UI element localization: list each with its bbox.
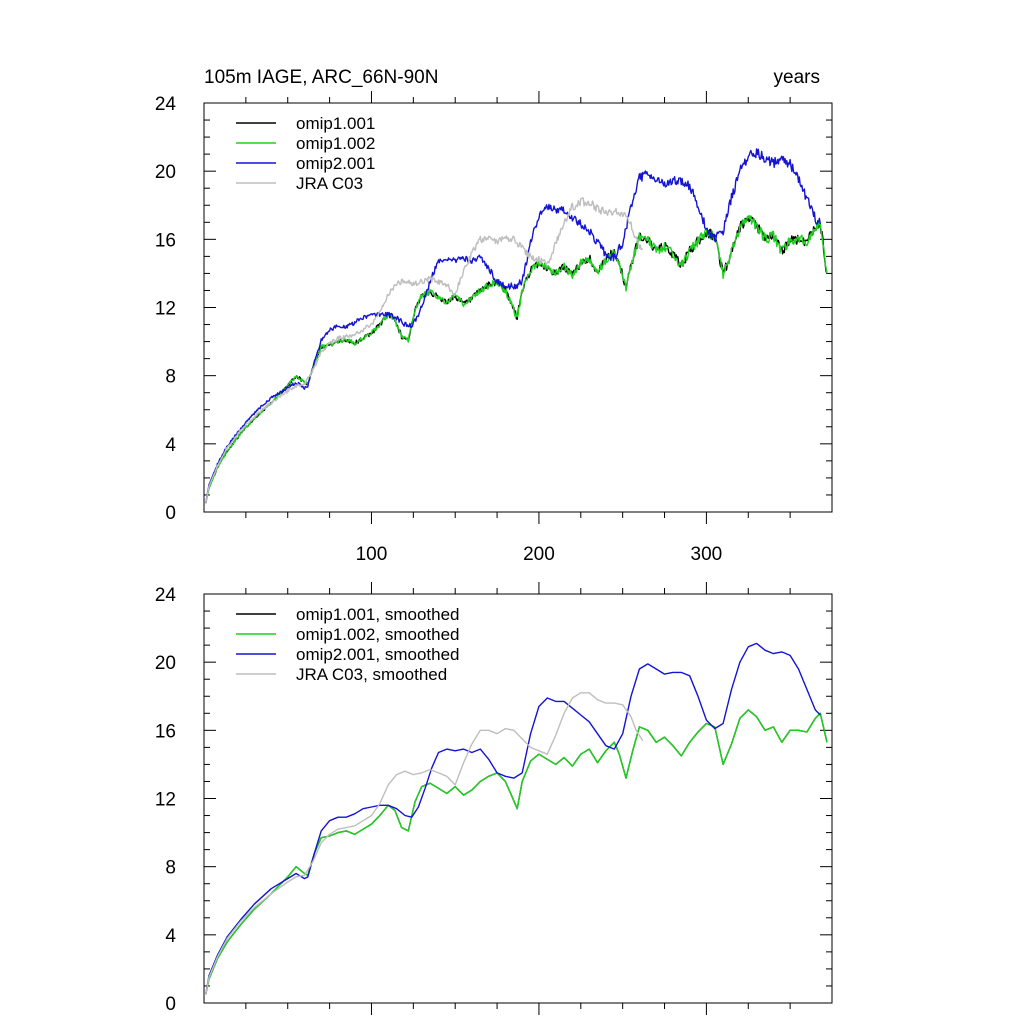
y-tick-label: 4 [165,926,176,947]
y-tick-label: 16 [155,230,176,251]
y-tick-label: 24 [155,94,177,115]
legend-label: JRA C03 [296,174,363,193]
y-tick-label: 12 [155,299,176,320]
x-tick-label: 100 [356,544,388,565]
legend-label: JRA C03, smoothed [296,665,447,684]
legend-label: omip1.001 [296,114,375,133]
chart-panel-2: 0 4 8 12 16 20 24 omip1.001, smoothedomip1.002,… [155,582,833,1015]
series-line-omip2-001-smoothed [205,642,821,995]
y-tick-label: 12 [155,790,176,811]
series-line-omip1-002-smoothed [205,709,828,995]
series-group [205,642,828,995]
y-tick-label: 8 [165,858,176,879]
legend-label: omip2.001, smoothed [296,645,460,664]
series-line-jra-c03-smoothed [205,692,644,995]
legend-label: omip2.001 [296,154,375,173]
series-line-omip1-001 [205,215,828,504]
y-tick-label: 0 [165,994,176,1015]
x-tick-label: 200 [523,544,555,565]
legend-label: omip1.002, smoothed [296,625,460,644]
series-line-omip1-002 [205,214,828,504]
series-line-jra-c03 [205,197,644,504]
legend-label: omip1.001, smoothed [296,605,460,624]
chart-title: 105m IAGE, ARC_66N-90N [204,67,438,88]
legend-label: omip1.002 [296,134,375,153]
y-tick-label: 20 [155,162,176,183]
y-tick-label: 8 [165,367,176,388]
y-tick-label: 4 [165,435,176,456]
series-line-omip1-001-smoothed [205,709,828,995]
y-tick-label: 0 [165,503,176,524]
chart-panel-1: 0 4 8 12 16 20 24 100 200 300 105m IAGE, ARC_66N-9… [155,67,833,565]
y-tick-label: 20 [155,653,176,674]
chart-units-label: years [774,67,820,88]
series-group [205,148,828,504]
y-tick-label: 24 [155,585,177,606]
x-tick-label: 300 [691,544,723,565]
y-tick-label: 16 [155,721,176,742]
series-line-omip2-001 [205,148,821,504]
